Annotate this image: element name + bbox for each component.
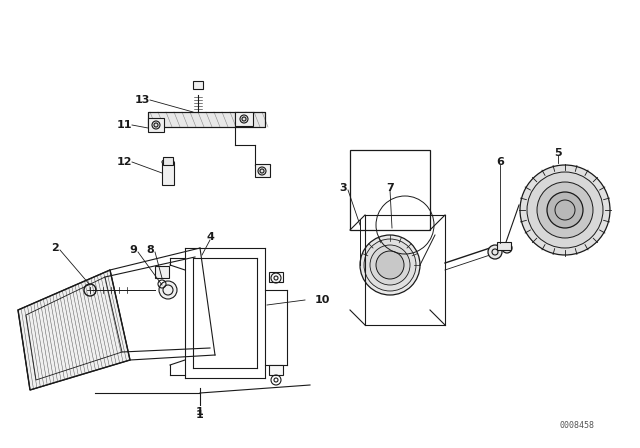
- Circle shape: [537, 182, 593, 238]
- Text: 3: 3: [339, 183, 347, 193]
- Bar: [148, 112, 265, 127]
- Bar: [155, 266, 169, 278]
- Text: 5: 5: [554, 148, 562, 158]
- Bar: [148, 118, 164, 132]
- Bar: [162, 162, 174, 185]
- Text: 10: 10: [315, 295, 330, 305]
- Text: 11: 11: [116, 120, 132, 130]
- Bar: [235, 112, 253, 126]
- Ellipse shape: [364, 239, 416, 291]
- Text: 9: 9: [129, 245, 137, 255]
- Bar: [255, 164, 270, 177]
- Text: 12: 12: [116, 157, 132, 167]
- Bar: [148, 112, 265, 127]
- Text: 1: 1: [196, 407, 204, 417]
- Circle shape: [488, 245, 502, 259]
- Text: 13: 13: [134, 95, 150, 105]
- Circle shape: [547, 192, 583, 228]
- Ellipse shape: [376, 251, 404, 279]
- Polygon shape: [18, 270, 130, 390]
- Ellipse shape: [370, 245, 410, 285]
- Bar: [269, 272, 283, 282]
- Text: 8: 8: [146, 245, 154, 255]
- Bar: [163, 157, 173, 165]
- Ellipse shape: [360, 235, 420, 295]
- Bar: [350, 150, 430, 230]
- Circle shape: [159, 281, 177, 299]
- Ellipse shape: [162, 159, 174, 165]
- Text: 6: 6: [496, 157, 504, 167]
- Text: 4: 4: [206, 232, 214, 242]
- Text: 7: 7: [386, 183, 394, 193]
- Text: 2: 2: [51, 243, 59, 253]
- Text: 1: 1: [196, 410, 204, 420]
- Circle shape: [258, 167, 266, 175]
- Text: 0008458: 0008458: [560, 421, 595, 430]
- Bar: [269, 365, 283, 375]
- Circle shape: [527, 172, 603, 248]
- Circle shape: [502, 243, 512, 253]
- Circle shape: [240, 115, 248, 123]
- Bar: [193, 81, 203, 89]
- Circle shape: [152, 121, 160, 129]
- Bar: [497, 242, 511, 250]
- Circle shape: [520, 165, 610, 255]
